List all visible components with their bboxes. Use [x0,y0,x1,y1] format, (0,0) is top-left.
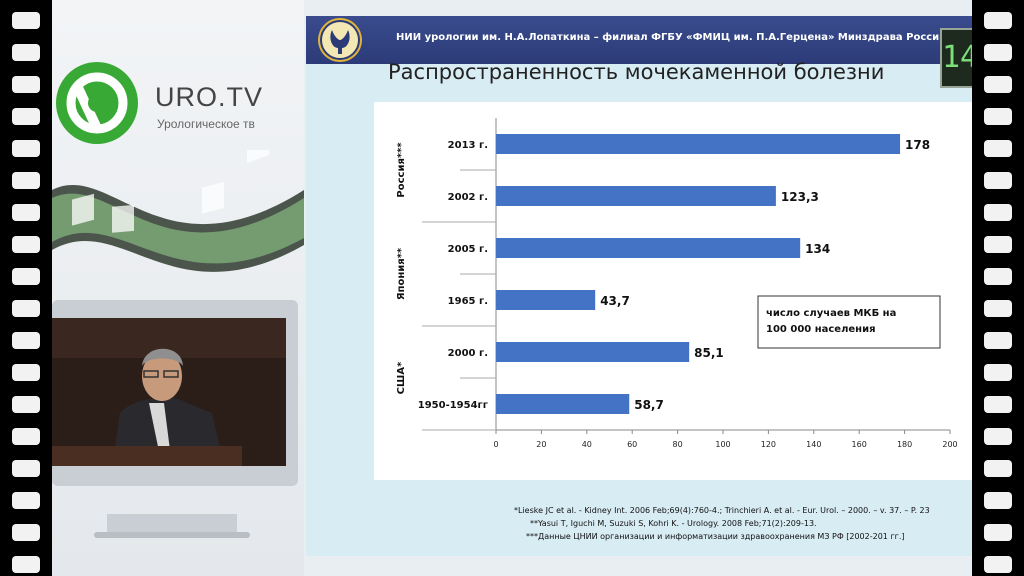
category-label: 2005 г. [448,244,488,255]
bar [496,186,776,206]
category-label: 1965 г. [448,296,488,307]
film-strip-left [0,0,52,576]
film-hole [12,268,40,285]
urotv-logo-icon [56,62,138,144]
x-tick-label: 160 [852,440,867,449]
film-hole [984,364,1012,381]
x-tick-label: 140 [806,440,821,449]
film-hole [12,524,40,541]
film-hole [12,300,40,317]
logo-subtitle: Урологическое тв [157,117,255,131]
bar [496,342,690,362]
group-label: Япония** [396,247,407,300]
annotation-line: 100 000 населения [766,324,876,335]
reference-line: ***Данные ЦНИИ организации и информатиза… [526,532,905,541]
film-hole [984,332,1012,349]
reference-line: **Yasui T, Iguchi M, Suzuki S, Kohri K. … [530,519,817,528]
film-hole [984,44,1012,61]
data-label: 123,3 [781,190,819,204]
x-tick-label: 200 [942,440,957,449]
group-label: США* [396,361,407,394]
film-hole [984,556,1012,573]
chart-area: 0 20 40 60 80 100 120 140 160 180 200 Россия*** 2013… [374,102,972,480]
group-label: Россия*** [396,142,407,198]
film-hole [984,204,1012,221]
slide-number: 14 [940,28,972,88]
film-hole [984,428,1012,445]
x-tick-label: 100 [715,440,730,449]
x-tick-label: 80 [673,440,683,449]
film-hole [984,76,1012,93]
film-hole [984,236,1012,253]
film-hole [984,300,1012,317]
annotation-line: число случаев МКБ на [766,308,896,319]
film-hole [984,396,1012,413]
film-hole [984,140,1012,157]
film-hole [984,460,1012,477]
film-hole [984,268,1012,285]
data-label: 58,7 [634,398,664,412]
category-label: 2013 г. [448,140,488,151]
x-tick-label: 40 [582,440,592,449]
annotation-box [757,295,941,349]
x-tick-label: 20 [536,440,546,449]
film-strip-right [972,0,1024,576]
slide-title: Распространенность мочекаменной болезни [388,60,885,84]
prevalence-bar-chart: 0 20 40 60 80 100 120 140 160 180 200 Россия*** 2013… [396,118,958,449]
category-label: 2000 г. [448,348,488,359]
film-hole [984,12,1012,29]
film-hole [984,524,1012,541]
category-label: 2002 г. [448,192,488,203]
institute-emblem-icon [318,18,362,62]
x-tick-label: 180 [897,440,912,449]
film-hole [12,12,40,29]
slide-header: НИИ урологии им. Н.А.Лопаткина – филиал … [306,16,972,64]
film-hole [12,108,40,125]
x-tick-label: 0 [493,440,498,449]
monitor-stand [107,514,237,532]
x-tick-label: 60 [627,440,637,449]
film-hole [984,172,1012,189]
bar [496,134,901,154]
film-hole [12,428,40,445]
film-reel-icon [52,150,304,272]
film-hole [12,364,40,381]
slide-header-text: НИИ урологии им. Н.А.Лопаткина – филиал … [396,32,947,43]
film-hole [12,172,40,189]
film-hole [12,460,40,477]
data-label: 43,7 [600,294,630,308]
film-hole [984,108,1012,125]
presentation-slide: НИИ урологии им. Н.А.Лопаткина – филиал … [306,16,972,556]
film-hole [12,76,40,93]
film-hole [12,44,40,61]
x-tick-label: 120 [761,440,776,449]
bar [496,394,630,414]
speaker-video [52,318,286,466]
video-frame: URO.TV Урологическое тв [52,0,972,576]
film-hole [12,204,40,221]
category-label: 1950-1954гг [418,400,488,411]
film-hole [984,492,1012,509]
logo-text: URO.TV [155,82,264,112]
film-hole [12,332,40,349]
bar [496,290,596,310]
monitor-base [94,532,250,538]
film-hole [12,396,40,413]
bar [496,238,801,258]
film-hole [12,492,40,509]
film-hole [12,556,40,573]
data-label: 134 [805,242,830,256]
data-label: 178 [905,138,930,152]
reference-line: *Lieske JC et al. - Kidney Int. 2006 Feb… [514,506,930,515]
data-label: 85,1 [694,346,724,360]
branding-panel: URO.TV Урологическое тв [52,0,304,576]
film-hole [12,236,40,253]
film-hole [12,140,40,157]
